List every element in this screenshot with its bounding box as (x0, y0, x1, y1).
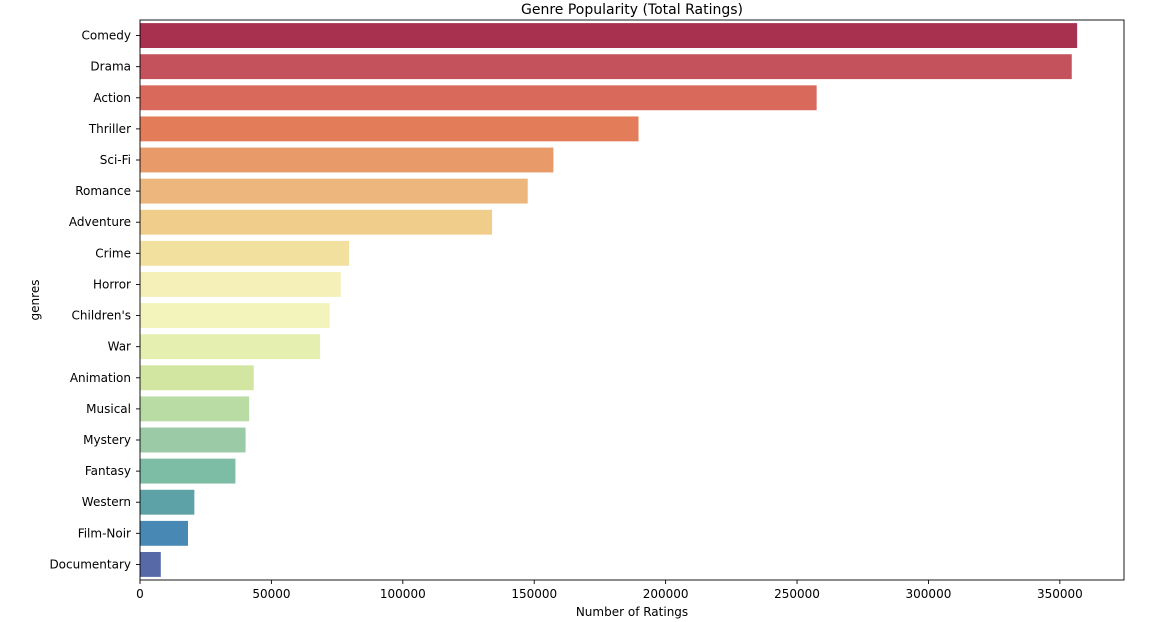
y-tick-label: Comedy (81, 29, 131, 43)
y-axis-label: genres (28, 280, 42, 321)
y-axis-ticks: Comedy Drama Action Thriller Sci-Fi Romance Ad… (49, 29, 140, 571)
y-tick-label: Romance (75, 184, 131, 198)
y-tick-label: Animation (70, 371, 131, 385)
bar-thriller (140, 116, 639, 142)
y-tick-label: Crime (95, 246, 131, 260)
bar-crime (140, 240, 350, 266)
x-axis-ticks: 0 50000 100000 150000 200000 250000 300000 3500… (136, 580, 1083, 601)
y-tick-label: Western (82, 495, 131, 509)
bar-mystery (140, 427, 246, 453)
y-tick-label: Documentary (49, 557, 131, 571)
bar-horror (140, 272, 341, 297)
y-tick-label: Drama (90, 60, 131, 74)
y-tick-label: Mystery (83, 433, 131, 447)
y-tick-label: Sci-Fi (100, 153, 131, 167)
bar-film-noir (140, 520, 188, 546)
plot-frame (139, 19, 1125, 581)
bar-comedy (140, 23, 1078, 48)
x-tick-label: 50000 (252, 587, 290, 601)
x-axis-label: Number of Ratings (576, 605, 688, 619)
chart-title: Genre Popularity (Total Ratings) (521, 2, 743, 18)
y-tick-label: Children's (72, 309, 131, 323)
y-tick-label: Adventure (69, 215, 131, 229)
x-tick-label: 250000 (774, 587, 820, 601)
y-tick-label: Film-Noir (78, 526, 131, 540)
bar-fantasy (140, 458, 236, 484)
bar-sci-fi (140, 147, 554, 173)
y-tick-label: Musical (86, 402, 131, 416)
bar-animation (140, 365, 254, 391)
y-tick-label: Horror (93, 277, 131, 291)
x-tick-label: 350000 (1037, 587, 1083, 601)
x-tick-label: 150000 (511, 587, 557, 601)
bar-musical (140, 396, 250, 422)
bar-drama (140, 54, 1072, 80)
bar-adventure (140, 209, 493, 235)
x-tick-label: 100000 (380, 587, 426, 601)
bars-group (140, 23, 1078, 577)
bar-war (140, 334, 321, 360)
bar-action (140, 85, 817, 111)
y-tick-label: Fantasy (85, 464, 131, 478)
y-tick-label: Thriller (88, 122, 131, 136)
y-tick-label: War (108, 340, 131, 354)
bar-children-s (140, 303, 330, 328)
y-tick-label: Action (93, 91, 131, 105)
x-tick-label: 300000 (906, 587, 952, 601)
bar-western (140, 489, 195, 515)
bar-romance (140, 178, 528, 204)
x-tick-label: 0 (136, 587, 144, 601)
x-tick-label: 200000 (643, 587, 689, 601)
bar-documentary (140, 552, 161, 577)
